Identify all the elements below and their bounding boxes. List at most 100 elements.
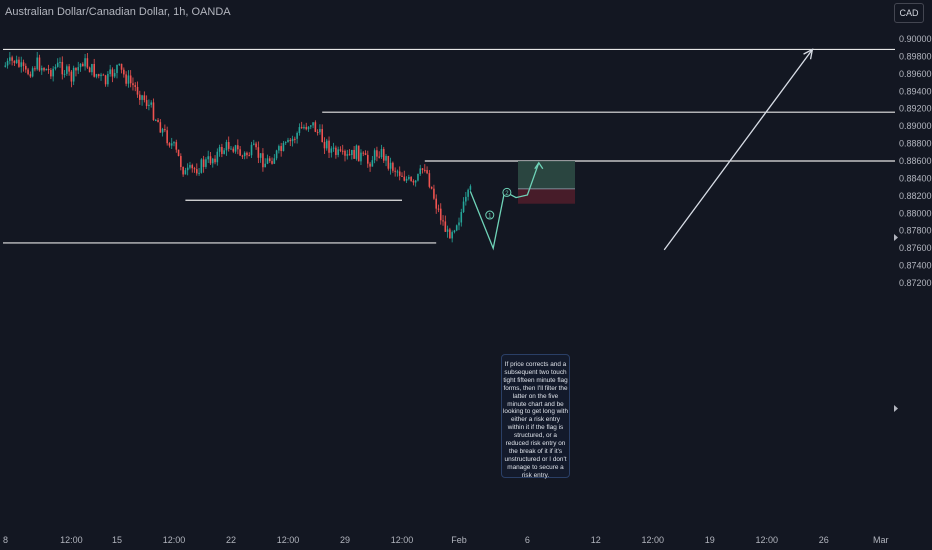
candle-body xyxy=(241,155,244,157)
candle-body xyxy=(446,229,449,232)
candle-body xyxy=(449,229,451,239)
stop-zone xyxy=(518,188,575,204)
candle-body xyxy=(141,95,143,100)
long-term-projection-line xyxy=(663,49,813,251)
candle-body xyxy=(43,67,45,71)
candle-body xyxy=(296,132,298,139)
candle-body xyxy=(307,126,310,130)
candle-body xyxy=(79,63,82,68)
candle-body xyxy=(107,73,109,85)
candle-body xyxy=(287,139,289,143)
candle-body xyxy=(31,68,34,77)
price-tick-label: 0.88800 xyxy=(899,139,932,149)
candle-body xyxy=(291,138,294,142)
candle-body xyxy=(250,144,253,156)
candle-body xyxy=(319,128,321,133)
candle-body xyxy=(351,149,353,156)
candle-body xyxy=(95,74,98,77)
candle-body xyxy=(239,149,241,156)
candle-body xyxy=(403,176,406,181)
price-axis-scroll-arrow-icon[interactable] xyxy=(894,234,898,241)
time-tick-label: 12:00 xyxy=(60,535,83,545)
candle-body xyxy=(11,57,13,61)
candle-body xyxy=(182,167,184,175)
candle-body xyxy=(198,172,200,174)
candle-body xyxy=(376,150,378,157)
candle-body xyxy=(437,208,440,210)
candle-body xyxy=(186,167,189,171)
price-tick-label: 0.89800 xyxy=(899,51,932,61)
candle-body xyxy=(234,145,237,152)
candle-body xyxy=(40,67,43,71)
candle-body xyxy=(284,142,287,144)
candle-body xyxy=(266,158,269,164)
candle-body xyxy=(70,71,73,82)
candle-body xyxy=(273,158,276,164)
candle-body xyxy=(123,69,125,75)
candle-body xyxy=(367,154,369,164)
time-tick-label: 29 xyxy=(340,535,350,545)
candle-body xyxy=(143,95,146,101)
candle-body xyxy=(364,153,367,155)
candle-body xyxy=(202,159,205,167)
candle-body xyxy=(401,175,403,177)
candle-body xyxy=(253,143,255,145)
step-marker xyxy=(485,210,495,220)
candle-body xyxy=(460,212,463,223)
candle-body xyxy=(180,156,182,168)
candle-body xyxy=(50,70,52,77)
candle-body xyxy=(325,140,328,149)
candle-body xyxy=(166,130,168,144)
candle-body xyxy=(54,66,57,69)
candle-body xyxy=(469,186,472,190)
candle-body xyxy=(330,148,333,153)
candle-body xyxy=(168,143,171,146)
candle-body xyxy=(344,150,346,156)
price-tick-label: 0.89600 xyxy=(899,69,932,79)
price-tick-label: 0.89000 xyxy=(899,121,932,131)
price-tick-label: 0.87200 xyxy=(899,278,932,288)
candle-body xyxy=(294,138,296,140)
price-tick-label: 0.89200 xyxy=(899,104,932,114)
candle-body xyxy=(161,128,164,133)
candle-body xyxy=(154,119,157,121)
candle-body xyxy=(455,225,458,231)
candle-body xyxy=(396,171,399,173)
candle-body xyxy=(91,63,93,73)
candle-body xyxy=(362,152,365,154)
candle-body xyxy=(262,153,264,168)
candle-body xyxy=(97,74,100,77)
candle-body xyxy=(159,122,162,133)
candle-body xyxy=(132,83,134,86)
candle-body xyxy=(93,63,95,77)
time-tick-label: 19 xyxy=(705,535,715,545)
candle-body xyxy=(196,169,198,174)
price-tick-label: 0.88000 xyxy=(899,208,932,218)
candle-body xyxy=(278,146,280,151)
time-tick-label: 12 xyxy=(591,535,601,545)
time-tick-label: Mar xyxy=(873,535,889,545)
candle-body xyxy=(61,61,64,75)
candle-body xyxy=(221,147,223,154)
candle-body xyxy=(303,126,305,129)
candle-body xyxy=(414,180,417,183)
candle-body xyxy=(225,142,228,151)
candle-body xyxy=(109,69,111,74)
candle-body xyxy=(430,186,433,189)
price-axis-scroll-arrow-icon[interactable] xyxy=(894,405,898,412)
candle-body xyxy=(127,75,130,84)
candle-body xyxy=(15,59,18,63)
candle-body xyxy=(353,149,355,159)
candle-body xyxy=(227,142,230,149)
candle-body xyxy=(408,177,410,179)
candle-body xyxy=(255,143,257,148)
candle-body xyxy=(125,74,127,84)
candle-body xyxy=(305,126,308,130)
long-position-layer xyxy=(518,161,575,204)
candle-body xyxy=(280,146,282,152)
candle-body xyxy=(104,75,107,85)
currency-selector-button[interactable]: CAD xyxy=(894,3,924,23)
candle-body xyxy=(205,159,207,167)
candle-body xyxy=(29,74,32,77)
